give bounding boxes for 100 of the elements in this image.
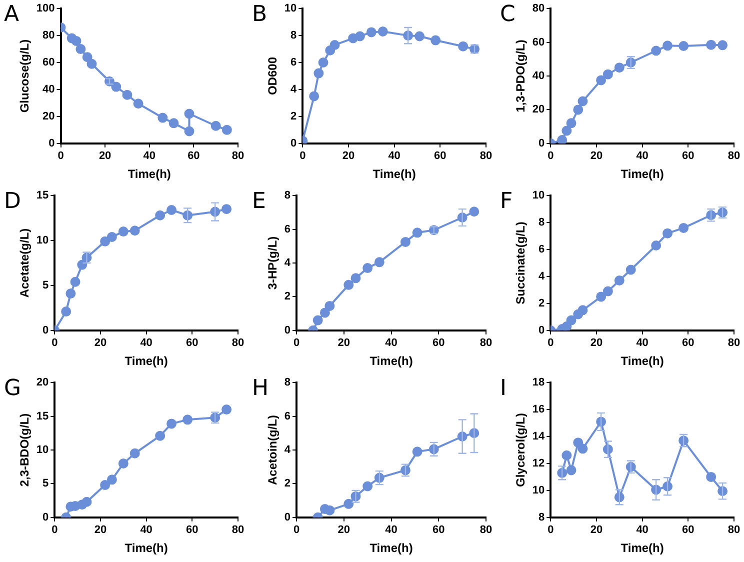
point (596, 292, 606, 302)
point (184, 126, 194, 136)
y-axis-title: OD600 (266, 56, 280, 96)
x-tick-label: 20 (94, 524, 107, 536)
y-axis-title: Acetate(g/L) (18, 228, 32, 298)
y-tick-label: 4 (284, 444, 292, 456)
point (614, 276, 624, 286)
x-tick-label: 0 (300, 150, 306, 162)
x-tick-label: 60 (186, 337, 198, 350)
point (706, 472, 716, 482)
x-tick-label: 40 (636, 524, 648, 536)
y-tick-label: 60 (532, 36, 545, 48)
chart-title: D (4, 189, 21, 214)
point (70, 276, 80, 287)
point (412, 228, 422, 238)
y-tick-label: 0 (284, 511, 291, 524)
y-tick-label: 12 (532, 458, 545, 470)
y-tick-label: 2 (538, 297, 545, 310)
y-tick-label: 2 (284, 478, 291, 490)
point (562, 126, 572, 136)
point (86, 58, 97, 69)
point (168, 118, 179, 128)
x-tick-label: 80 (232, 150, 244, 162)
point (573, 104, 584, 115)
chart-title: B (252, 2, 268, 27)
point (344, 280, 354, 290)
point (312, 315, 323, 326)
point (222, 124, 232, 135)
y-tick-label: 4 (290, 84, 298, 96)
point (578, 444, 588, 454)
y-axis-title: Acetoin(g/L) (266, 415, 280, 485)
point (155, 430, 166, 441)
point (118, 458, 128, 468)
x-tick-label: 80 (480, 524, 492, 536)
x-tick-label: 20 (338, 337, 350, 350)
point (578, 305, 588, 316)
y-tick-label: 40 (532, 70, 545, 82)
point (324, 300, 335, 311)
point (562, 450, 572, 460)
y-tick-label: 0 (538, 324, 545, 336)
point (578, 96, 588, 106)
y-tick-label: 6 (284, 410, 291, 422)
y-tick-label: 5 (42, 478, 49, 490)
y-tick-label: 16 (532, 404, 545, 416)
x-tick-label: 20 (590, 337, 603, 350)
point (100, 236, 110, 246)
point (106, 232, 117, 242)
chart-title: I (500, 376, 506, 401)
x-axis-title: Time(h) (620, 167, 664, 182)
point (158, 112, 168, 123)
x-tick-label: 20 (590, 150, 603, 162)
x-axis-title: Time(h) (124, 354, 168, 368)
y-tick-label: 60 (42, 56, 55, 69)
y-tick-label: 14 (532, 430, 546, 443)
y-tick-label: 8 (290, 30, 297, 42)
y-tick-label: 15 (36, 410, 49, 422)
point (596, 75, 606, 86)
x-tick-label: 80 (480, 337, 492, 350)
y-tick-label: 8 (538, 216, 545, 229)
point (566, 465, 576, 476)
point (378, 26, 388, 37)
x-tick-label: 80 (728, 150, 740, 162)
point (562, 321, 572, 330)
x-tick-label: 20 (342, 150, 355, 162)
x-tick-label: 40 (140, 337, 152, 350)
point (350, 273, 361, 284)
x-axis-title: Time(h) (128, 167, 171, 182)
chart-title: F (500, 189, 513, 214)
point (77, 260, 88, 270)
y-tick-label: 18 (532, 376, 545, 389)
point (566, 315, 576, 326)
point (318, 58, 328, 68)
x-tick-label: 40 (636, 337, 648, 350)
chart-title: E (252, 189, 266, 214)
y-tick-label: 5 (42, 280, 49, 292)
y-tick-label: 80 (532, 2, 545, 15)
point (469, 206, 480, 217)
point (458, 41, 468, 52)
point (374, 257, 384, 268)
y-tick-label: 4 (538, 270, 546, 283)
point (662, 228, 673, 238)
y-tick-label: 0 (538, 137, 545, 150)
x-tick-label: 80 (232, 524, 244, 536)
x-tick-label: 40 (388, 150, 400, 162)
x-axis-title: Time(h) (372, 167, 416, 182)
chart-title: C (500, 2, 516, 27)
point (662, 40, 673, 51)
point (602, 69, 613, 80)
point (557, 135, 568, 144)
point (430, 35, 441, 46)
y-tick-label: 6 (538, 244, 545, 256)
y-tick-label: 4 (284, 257, 292, 270)
x-tick-label: 60 (434, 150, 446, 162)
point (222, 204, 232, 214)
point (651, 240, 662, 250)
y-tick-label: 6 (290, 56, 297, 69)
x-tick-label: 80 (232, 337, 244, 350)
x-tick-label: 80 (728, 337, 740, 350)
point (82, 496, 92, 507)
point (111, 82, 122, 92)
